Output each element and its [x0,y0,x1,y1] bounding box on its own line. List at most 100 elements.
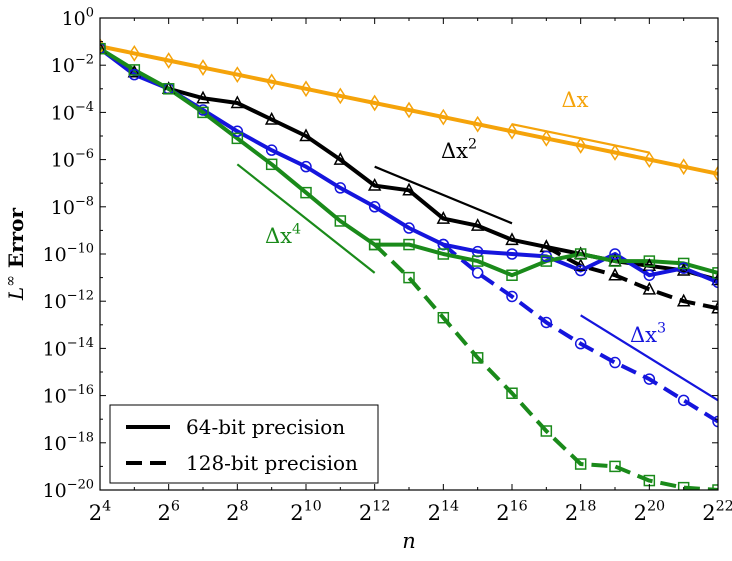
reference-slope-label-1: Δx [561,88,588,112]
data-point-2-5 [230,95,245,109]
y-tick-label: 10−4 [51,100,94,125]
data-point-6-2 [128,64,141,76]
data-point-6-1 [100,42,106,55]
reference-slope-label-2: Δx2 [441,137,477,163]
data-point-6-6 [265,158,278,171]
data-point-4-13 [506,248,518,260]
y-tick-label: 10−16 [43,383,94,408]
x-tick-label: 218 [565,499,597,525]
data-point-1-10 [403,101,415,119]
data-point-2-4 [196,90,210,104]
data-point-2-9 [367,177,382,191]
data-point-2-1 [100,41,107,54]
data-point-4-8 [334,182,347,194]
data-point-1-7 [300,80,312,98]
data-point-7-8 [609,460,621,473]
data-point-6-19 [712,267,718,279]
data-point-5-6 [609,356,621,369]
data-point-6-5 [231,132,244,145]
data-point-1-4 [197,59,209,76]
data-point-7-6 [540,425,553,437]
data-point-6-13 [506,269,518,281]
data-point-2-11 [436,210,451,224]
data-point-2-7 [299,128,313,142]
series-line-5 [442,243,718,424]
data-point-5-2 [471,267,484,279]
data-point-6-17 [643,255,656,267]
data-point-6-3 [162,83,175,95]
data-point-1-18 [678,158,690,176]
legend-label-2: 128-bit precision [186,451,358,475]
data-point-3-2 [573,258,588,272]
data-point-2-6 [264,111,279,125]
data-point-7-3 [437,311,450,324]
data-point-1-12 [472,115,484,133]
data-point-3-6 [711,300,718,314]
data-point-4-9 [368,201,381,213]
data-point-3-3 [608,267,622,281]
data-point-2-13 [505,232,519,246]
data-point-6-14 [540,255,553,267]
data-point-1-3 [163,52,175,69]
data-point-5-3 [506,290,518,303]
series-group [100,37,718,490]
data-point-7-1 [368,238,381,251]
data-point-6-4 [197,106,209,119]
data-point-1-19 [712,165,718,183]
data-point-2-12 [470,218,485,231]
data-point-7-7 [574,458,587,470]
series-line-6 [100,46,718,278]
data-point-6-18 [677,257,690,270]
data-point-7-10 [677,481,690,490]
x-tick-label: 24 [89,499,111,525]
data-point-1-16 [609,144,621,161]
data-point-3-4 [642,281,657,295]
data-point-6-16 [609,255,621,267]
reference-slope-label-3: Δx3 [630,321,666,347]
data-point-1-15 [575,137,587,154]
data-point-4-16 [609,248,621,260]
y-tick-label: 10−10 [43,241,94,266]
x-tick-label: 214 [428,499,460,525]
data-point-4-5 [231,125,244,138]
y-axis-label: L∞ Error [3,207,28,301]
series-line-3 [545,245,718,311]
legend-label-1: 64-bit precision [186,415,345,439]
data-point-1-14 [540,129,552,147]
y-tick-label: 10−8 [51,194,94,219]
data-point-2-8 [333,151,348,165]
data-point-4-10 [403,222,415,234]
legend: 64-bit precision 128-bit precision [109,404,379,484]
data-point-1-8 [334,87,346,105]
x-tick-label: 216 [496,499,528,525]
data-point-5-9 [712,415,718,428]
x-tick-label: 26 [157,499,179,525]
x-tick-label: 210 [290,499,322,525]
data-point-6-11 [437,248,450,260]
x-tick-label: 212 [359,499,391,525]
data-point-5-4 [540,316,553,329]
y-tick-label: 10−6 [51,147,94,172]
data-point-2-2 [127,64,142,78]
reference-slope-line-2 [374,165,513,225]
x-tick-label: 220 [634,499,666,525]
data-point-7-5 [506,387,518,399]
data-point-5-7 [643,373,656,385]
x-tick-label: 222 [702,499,732,525]
data-point-6-7 [300,186,312,199]
data-point-2-10 [402,182,416,196]
data-point-1-11 [437,108,449,126]
y-tick-label: 10−20 [43,477,94,502]
data-point-1-5 [231,66,243,84]
y-tick-label: 10−12 [43,289,94,314]
reference-slope-line-4 [236,163,376,274]
data-point-3-5 [676,293,691,307]
reference-slope-label-4: Δx4 [265,222,301,248]
x-tick-label: 28 [226,499,248,525]
data-point-4-6 [265,144,278,156]
data-point-2-19 [711,272,718,286]
data-point-6-12 [471,255,484,267]
y-tick-label: 100 [62,5,94,30]
